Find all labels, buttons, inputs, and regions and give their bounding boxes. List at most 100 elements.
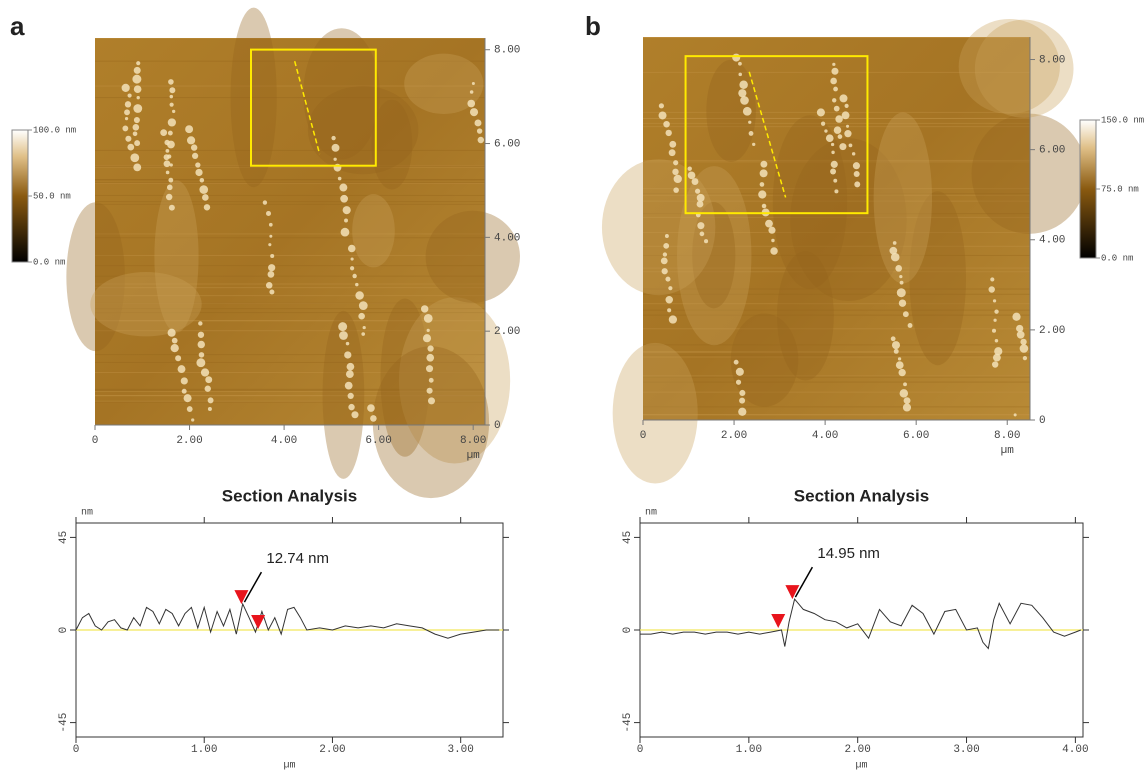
particle (752, 142, 756, 147)
particle (665, 129, 672, 137)
y-tick-label: 0 (1039, 415, 1046, 427)
y-unit: nm (81, 508, 93, 519)
particle (739, 397, 746, 404)
particle (895, 361, 904, 370)
particle (816, 108, 825, 117)
x-tick-label: 8.00 (994, 430, 1020, 442)
colorbar-label: 150.0 nm (1101, 115, 1144, 125)
particle (830, 168, 837, 175)
particle (845, 124, 850, 128)
particle (426, 353, 435, 362)
terrace (958, 19, 1060, 114)
particle (195, 168, 203, 177)
terrace (873, 112, 933, 284)
particle (660, 257, 668, 265)
particle (469, 90, 474, 94)
particle (175, 355, 182, 362)
particle (342, 206, 351, 215)
afm-image (66, 7, 520, 499)
particle (830, 142, 835, 147)
scan-line (95, 330, 485, 332)
particle (337, 176, 342, 181)
annotation: 12.74 nm (266, 550, 329, 567)
particle (469, 108, 479, 117)
particle (758, 190, 767, 199)
x-unit: µm (855, 761, 867, 772)
particle (832, 62, 836, 66)
particle (890, 336, 896, 342)
y-tick-label: 2.00 (494, 326, 520, 338)
terrace (230, 7, 277, 188)
colorbar-label: 75.0 nm (1101, 184, 1139, 194)
scan-line (643, 352, 1030, 354)
particle (177, 365, 186, 374)
particle (738, 72, 742, 77)
particle (265, 210, 272, 216)
scan-line (95, 361, 485, 363)
particle (837, 134, 843, 139)
scan-line (643, 267, 1030, 269)
scan-line (95, 182, 485, 184)
particle (740, 96, 749, 105)
particle (760, 160, 768, 168)
terrace (612, 342, 698, 484)
particle (1012, 312, 1021, 321)
particle (1022, 356, 1028, 361)
particle (197, 340, 205, 349)
particle (133, 85, 142, 93)
particle (367, 404, 375, 412)
scan-line (95, 60, 485, 62)
panel-label: a (10, 11, 25, 41)
scan-line (95, 166, 485, 168)
particle (427, 345, 434, 352)
particle (832, 98, 837, 103)
colorbar-label: 0.0 nm (1101, 253, 1133, 263)
particle (696, 200, 704, 208)
particle (896, 288, 906, 298)
particle (268, 243, 272, 247)
section-line (748, 71, 787, 198)
terrace (66, 202, 125, 352)
x-tick-label: 8.00 (460, 435, 486, 447)
afm-image (601, 19, 1087, 484)
particle (167, 328, 176, 337)
particle (831, 150, 835, 155)
particle (844, 103, 849, 108)
particle (127, 93, 132, 98)
y-tick-label: 8.00 (1039, 54, 1065, 66)
terrace (730, 313, 799, 407)
particle (902, 311, 909, 318)
particle (890, 252, 900, 262)
particle (345, 370, 354, 379)
colorbar (11, 129, 29, 263)
cursor-marker (785, 585, 800, 600)
particle (180, 377, 188, 385)
scan-line (643, 381, 1030, 383)
terrace (974, 19, 1074, 118)
particle (735, 379, 742, 385)
particle (347, 392, 354, 399)
y-tick-label: 0 (494, 420, 501, 432)
chart-title: Section Analysis (794, 486, 929, 505)
cursor-marker (234, 590, 249, 605)
particle (1016, 324, 1024, 333)
particle (662, 252, 668, 257)
particle (820, 121, 826, 126)
particle (672, 168, 679, 176)
scan-line (643, 37, 1030, 39)
terrace (303, 28, 380, 160)
particle (370, 415, 377, 422)
scan-line (95, 320, 485, 322)
scan-line (95, 354, 485, 356)
terrace (971, 113, 1087, 234)
x-tick-label: 1.00 (736, 744, 762, 756)
particle (993, 318, 997, 322)
y-tick-label: 6.00 (494, 138, 520, 150)
particle (344, 218, 348, 223)
scan-line (95, 265, 485, 267)
particle (203, 204, 211, 211)
annotation-leader (243, 571, 263, 603)
scan-line (643, 188, 1030, 190)
x-unit: µm (467, 450, 481, 462)
particle (133, 104, 143, 113)
